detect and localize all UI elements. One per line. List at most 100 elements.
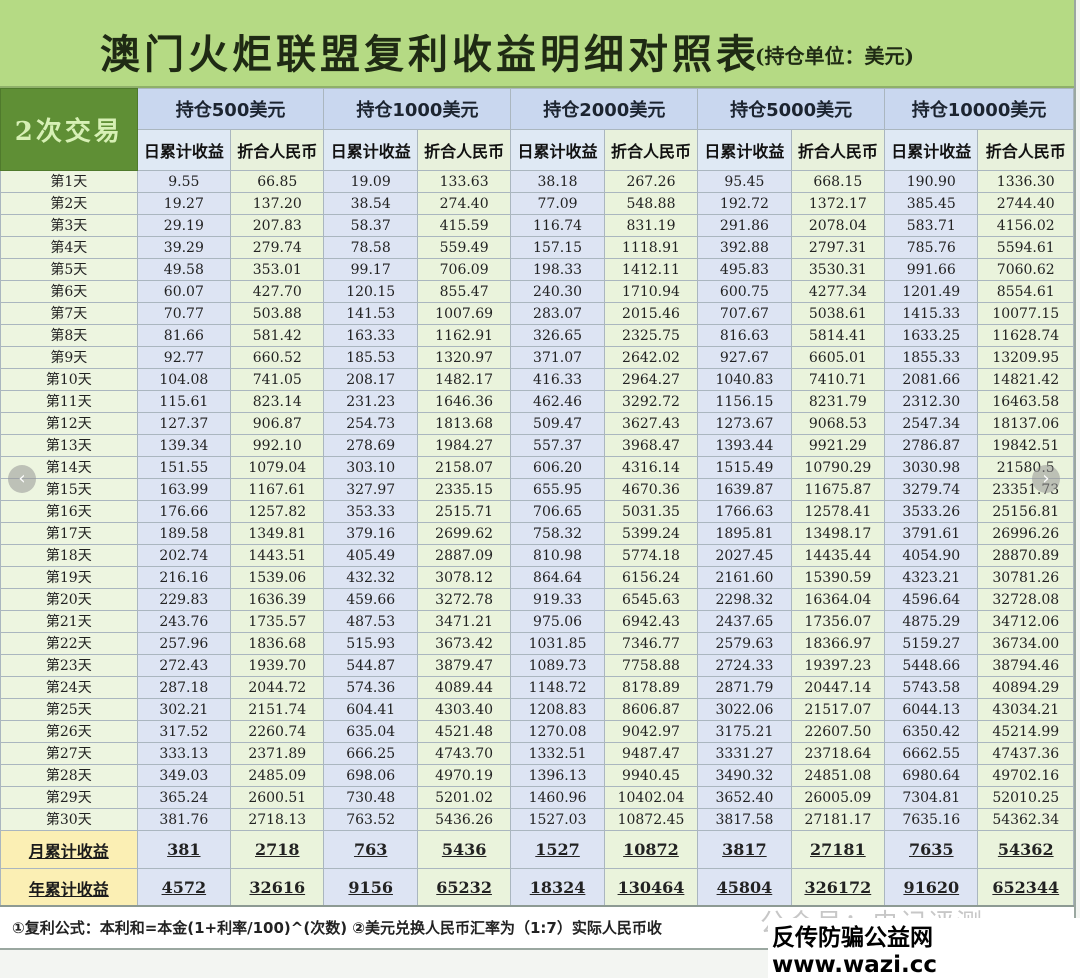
rmb-cell: 1482.17	[416, 368, 512, 391]
rmb-cell: 2718.13	[230, 808, 325, 831]
daily-usd-cell: 4596.64	[884, 588, 979, 611]
rmb-cell: 353.01	[230, 258, 325, 281]
table-row: 第27天 333.13 2371.89 666.25 4743.70 1332.51 948…	[0, 742, 1074, 765]
rmb-cell: 279.74	[230, 236, 325, 259]
rmb-cell: 831.19	[603, 214, 699, 237]
daily-usd-cell: 257.96	[136, 632, 232, 655]
daily-usd-cell: 3022.06	[697, 698, 792, 721]
col-header-daily: 日累计收益	[323, 129, 418, 171]
rmb-cell: 24851.08	[790, 764, 886, 787]
rmb-cell: 10077.15	[977, 302, 1074, 325]
daily-usd-cell: 1415.33	[884, 302, 979, 325]
yearly-total-row: 年累计收益 4572 32616 9156 65232 18324 130464 45804 3…	[0, 868, 1074, 907]
daily-usd-cell: 606.20	[510, 456, 605, 479]
daily-usd-cell: 919.33	[510, 588, 605, 611]
rmb-cell: 855.47	[416, 280, 512, 303]
daily-usd-cell: 1031.85	[510, 632, 605, 655]
day-label: 第30天	[0, 808, 138, 831]
daily-usd-cell: 991.66	[884, 258, 979, 281]
daily-usd-cell: 5159.27	[884, 632, 979, 655]
day-label: 第7天	[0, 302, 138, 325]
daily-usd-cell: 2724.33	[697, 654, 792, 677]
table-row: 第26天 317.52 2260.74 635.04 4521.48 1270.08 904…	[0, 720, 1074, 743]
table-row: 第13天 139.34 992.10 278.69 1984.27 557.37 3968.…	[0, 434, 1074, 457]
daily-usd-cell: 1273.67	[697, 412, 792, 435]
daily-usd-cell: 2786.87	[884, 434, 979, 457]
rmb-cell: 26996.26	[977, 522, 1074, 545]
rmb-cell: 1539.06	[230, 566, 325, 589]
rmb-cell: 9487.47	[603, 742, 699, 765]
daily-usd-cell: 487.53	[323, 610, 418, 633]
rmb-cell: 1836.68	[230, 632, 325, 655]
rmb-cell: 3078.12	[416, 566, 512, 589]
rmb-cell: 2600.51	[230, 786, 325, 809]
daily-usd-cell: 4875.29	[884, 610, 979, 633]
day-label: 第1天	[0, 170, 138, 193]
daily-usd-cell: 3817.58	[697, 808, 792, 831]
rmb-cell: 581.42	[230, 324, 325, 347]
rmb-cell: 1813.68	[416, 412, 512, 435]
day-label: 第5天	[0, 258, 138, 281]
daily-usd-cell: 1393.44	[697, 434, 792, 457]
summary-label: 月累计收益	[0, 830, 138, 869]
table-row: 第29天 365.24 2600.51 730.48 5201.02 1460.96 104…	[0, 786, 1074, 809]
daily-usd-cell: 38.54	[323, 192, 418, 215]
rmb-cell: 2151.74	[230, 698, 325, 721]
rmb-cell: 27181.17	[790, 808, 886, 831]
rmb-cell: 660.52	[230, 346, 325, 369]
daily-usd-cell: 975.06	[510, 610, 605, 633]
day-label: 第29天	[0, 786, 138, 809]
rmb-cell: 2044.72	[230, 676, 325, 699]
daily-usd-cell: 202.74	[136, 544, 232, 567]
rmb-cell: 23718.64	[790, 742, 886, 765]
daily-usd-cell: 9.55	[136, 170, 232, 193]
rmb-cell: 3292.72	[603, 390, 699, 413]
daily-usd-cell: 216.16	[136, 566, 232, 589]
compound-interest-table: 2次交易 持仓500美元 持仓1000美元 持仓2000美元 持仓5000美元 …	[0, 88, 1074, 907]
daily-usd-cell: 303.10	[323, 456, 418, 479]
daily-usd-cell: 927.67	[697, 346, 792, 369]
daily-usd-cell: 243.76	[136, 610, 232, 633]
daily-usd-cell: 1201.49	[884, 280, 979, 303]
daily-usd-cell: 7635	[884, 830, 979, 869]
day-label: 第2天	[0, 192, 138, 215]
daily-usd-cell: 91620	[884, 868, 979, 907]
rmb-cell: 13209.95	[977, 346, 1074, 369]
daily-usd-cell: 405.49	[323, 544, 418, 567]
table-row: 第9天 92.77 660.52 185.53 1320.97 371.07 2642.02…	[0, 346, 1074, 369]
rmb-cell: 4089.44	[416, 676, 512, 699]
group-header: 持仓1000美元	[323, 88, 512, 130]
rmb-cell: 8178.89	[603, 676, 699, 699]
rmb-cell: 2371.89	[230, 742, 325, 765]
rmb-cell: 137.20	[230, 192, 325, 215]
daily-usd-cell: 4054.90	[884, 544, 979, 567]
daily-usd-cell: 3652.40	[697, 786, 792, 809]
daily-usd-cell: 291.86	[697, 214, 792, 237]
rmb-cell: 1079.04	[230, 456, 325, 479]
daily-usd-cell: 3279.74	[884, 478, 979, 501]
daily-usd-cell: 104.08	[136, 368, 232, 391]
daily-usd-cell: 127.37	[136, 412, 232, 435]
rmb-cell: 2964.27	[603, 368, 699, 391]
daily-usd-cell: 432.32	[323, 566, 418, 589]
rmb-cell: 1118.91	[603, 236, 699, 259]
rmb-cell: 2078.04	[790, 214, 886, 237]
rmb-cell: 28870.89	[977, 544, 1074, 567]
daily-usd-cell: 77.09	[510, 192, 605, 215]
daily-usd-cell: 459.66	[323, 588, 418, 611]
rmb-cell: 3471.21	[416, 610, 512, 633]
rmb-cell: 3627.43	[603, 412, 699, 435]
rmb-cell: 21517.07	[790, 698, 886, 721]
next-image-button[interactable]: ›	[1032, 465, 1060, 493]
rmb-cell: 1167.61	[230, 478, 325, 501]
prev-image-button[interactable]: ‹	[8, 465, 36, 493]
rmb-cell: 207.83	[230, 214, 325, 237]
trade-count-label: 2次交易	[0, 88, 138, 171]
daily-usd-cell: 317.52	[136, 720, 232, 743]
daily-usd-cell: 1270.08	[510, 720, 605, 743]
table-row: 第15天 163.99 1167.61 327.97 2335.15 655.95 4670…	[0, 478, 1074, 501]
daily-usd-cell: 1766.63	[697, 500, 792, 523]
group-header: 持仓2000美元	[510, 88, 699, 130]
table-row: 第20天 229.83 1636.39 459.66 3272.78 919.33 6545…	[0, 588, 1074, 611]
group-header: 持仓10000美元	[884, 88, 1074, 130]
